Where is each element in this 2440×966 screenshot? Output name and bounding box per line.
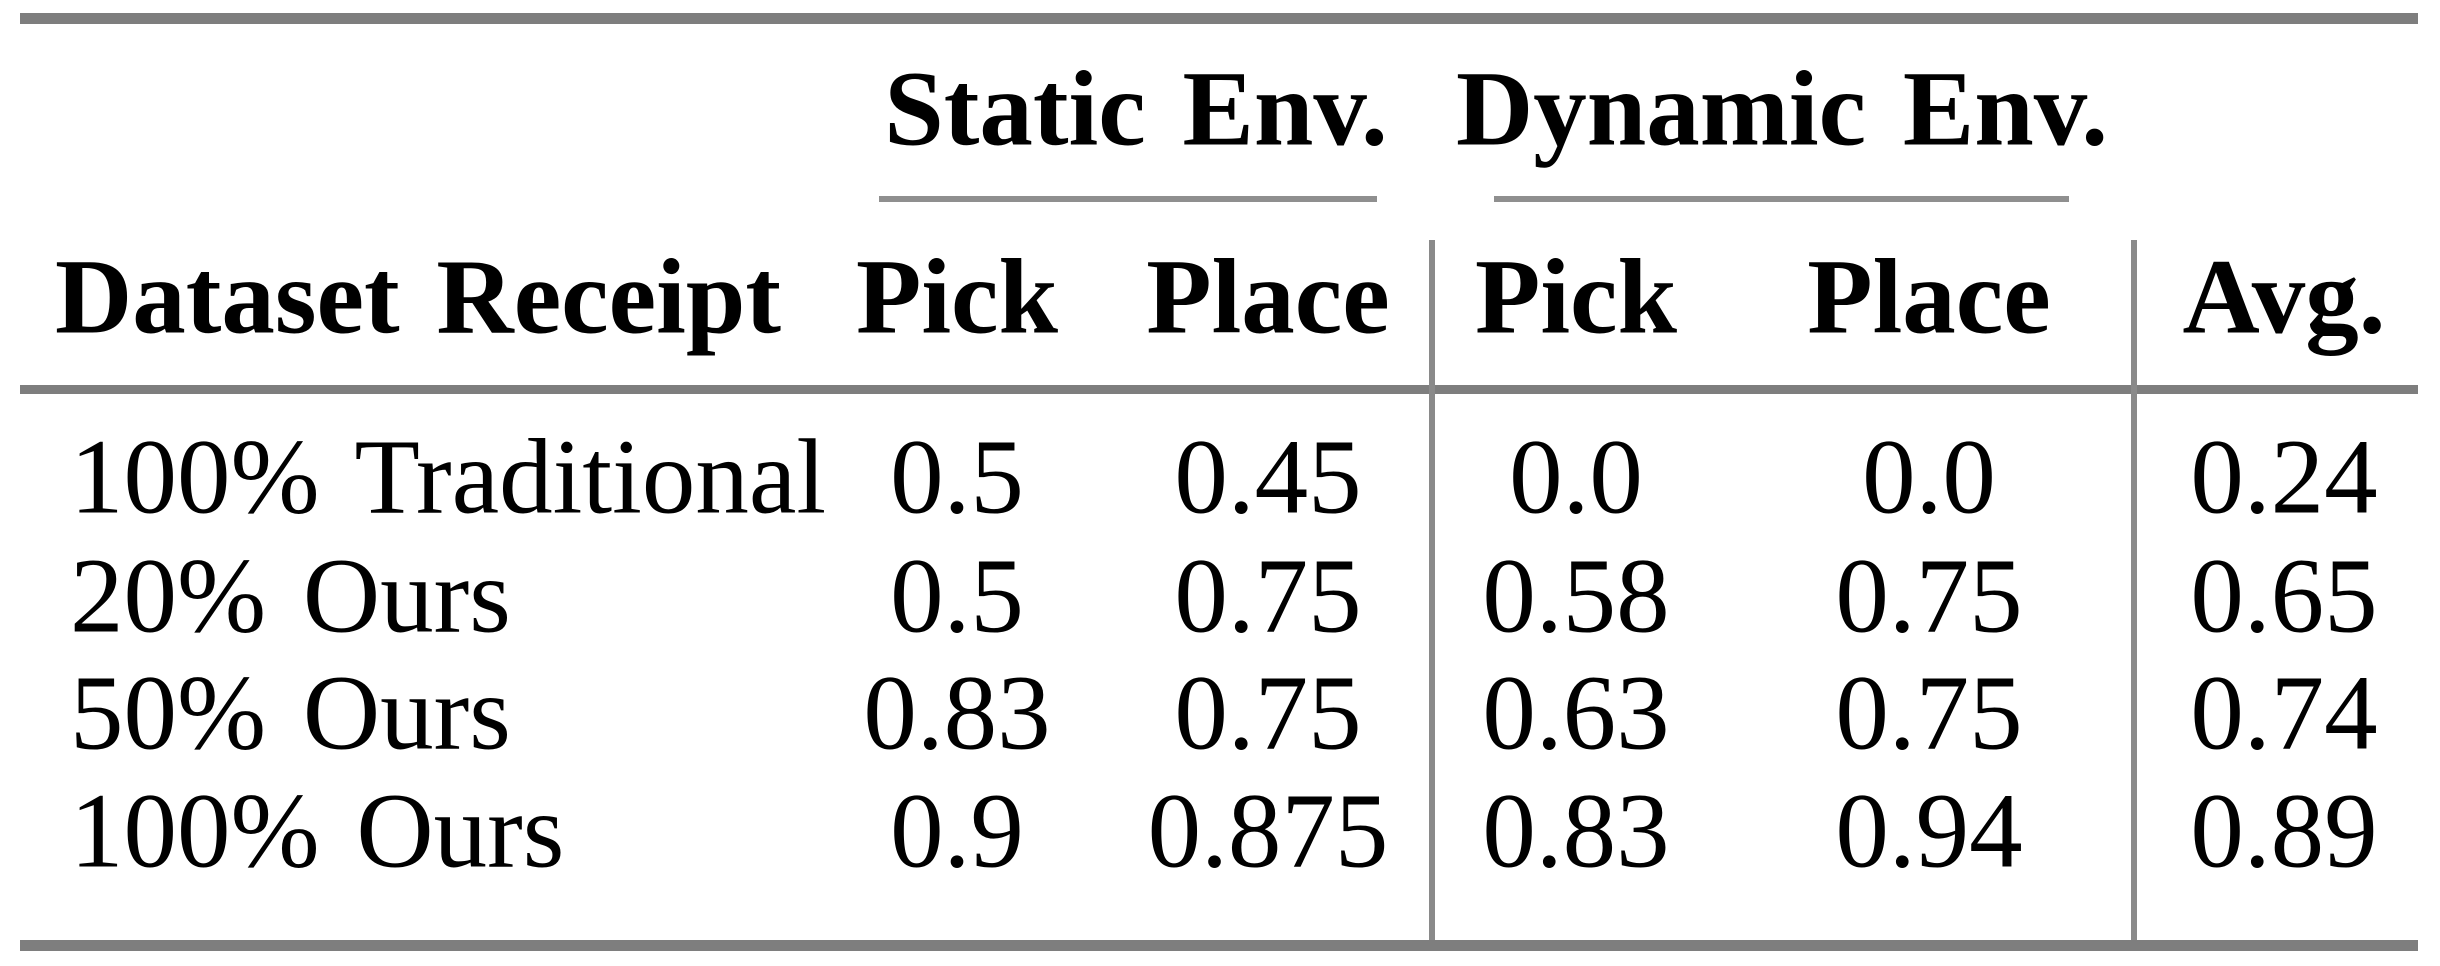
cell-value: 0.5 [890,418,1024,537]
column-header-dataset-receipt: Dataset Receipt [55,238,782,357]
cell-value: 0.45 [1174,418,1362,537]
static-env-underline [879,196,1377,202]
group-header-dynamic-env: Dynamic Env. [1455,50,2109,169]
cell-value: 0.65 [2190,537,2378,656]
group-header-static-env: Static Env. [884,50,1388,169]
cell-value: 0.75 [1174,537,1362,656]
separator-static-dynamic [1429,240,1435,940]
cell-value: 0.58 [1482,537,1670,656]
cell-value: 0.75 [1174,654,1362,773]
cell-value: 0.83 [863,654,1051,773]
cell-value: 0.63 [1482,654,1670,773]
cell-value: 0.5 [890,537,1024,656]
column-header-avg: Avg. [2182,238,2386,357]
column-header-static-place: Place [1146,238,1390,357]
column-header-static-pick: Pick [855,238,1059,357]
row-label: 100% Ours [70,772,565,891]
cell-value: 0.9 [890,772,1024,891]
column-header-dynamic-place: Place [1807,238,2051,357]
cell-value: 0.75 [1835,654,2023,773]
cell-value: 0.83 [1482,772,1670,891]
row-label: 50% Ours [70,654,511,773]
row-label: 20% Ours [70,537,511,656]
cell-value: 0.94 [1835,772,2023,891]
cell-value: 0.24 [2190,418,2378,537]
cell-value: 0.74 [2190,654,2378,773]
cell-value: 0.89 [2190,772,2378,891]
row-label: 100% Traditional [70,418,827,537]
separator-dynamic-avg [2131,240,2137,940]
dynamic-env-underline [1494,196,2069,202]
table-header-rule [20,385,2418,394]
cell-value: 0.0 [1862,418,1996,537]
cell-value: 0.75 [1835,537,2023,656]
cell-value: 0.875 [1147,772,1389,891]
table-top-rule [20,13,2418,24]
column-header-dynamic-pick: Pick [1474,238,1678,357]
table-bottom-rule [20,940,2418,951]
cell-value: 0.0 [1509,418,1643,537]
